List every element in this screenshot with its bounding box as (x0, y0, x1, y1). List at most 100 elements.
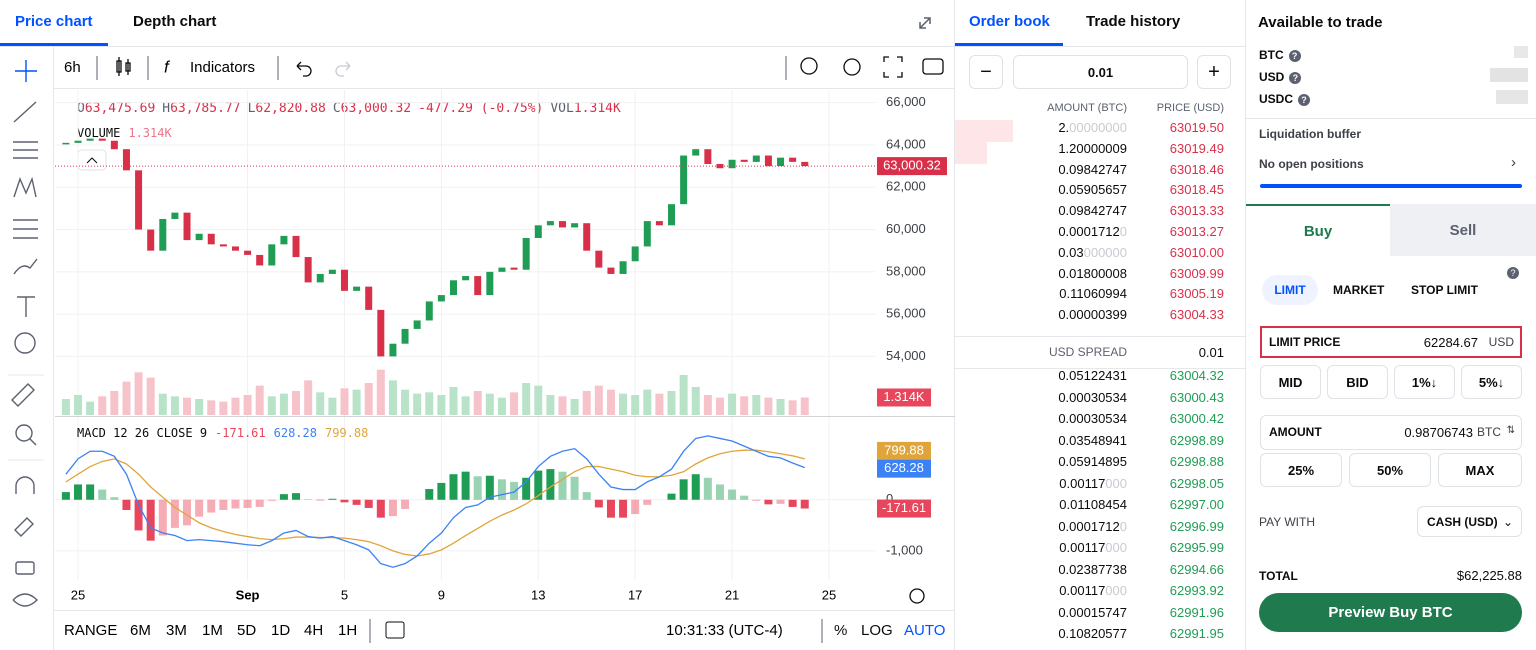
volume-bar (231, 397, 240, 415)
calendar-icon[interactable] (385, 621, 405, 639)
price: 63000.43 (1169, 389, 1224, 405)
collapse-button[interactable] (77, 149, 107, 171)
preset-button[interactable]: 5%↓ (1461, 365, 1522, 399)
volume-bar (267, 396, 276, 415)
preset-button[interactable]: BID (1327, 365, 1388, 399)
swap-icon[interactable]: ⇅ (1506, 425, 1515, 436)
amount-padding: 000 (1105, 540, 1127, 555)
submit-button[interactable]: Preview Buy BTC (1259, 593, 1522, 632)
candle (740, 159, 748, 162)
candle (316, 273, 324, 283)
volume-bar (776, 399, 785, 415)
fx-icon[interactable]: f (164, 57, 171, 76)
tab-trade-history[interactable]: Trade history (1086, 13, 1181, 30)
redo-icon[interactable] (335, 61, 351, 77)
clock: 10:31:33 (UTC-4) (666, 622, 783, 639)
expand-icon[interactable] (919, 17, 931, 29)
amount-padding: 000000 (1083, 244, 1127, 260)
chevron[interactable]: › (1511, 154, 1516, 171)
volume-bar (679, 375, 688, 415)
settings-icon[interactable] (843, 58, 861, 76)
price: 62998.88 (1169, 454, 1224, 469)
step-decrease[interactable]: − (969, 55, 1003, 89)
order-type[interactable]: STOP LIMIT (1411, 283, 1478, 297)
histogram-bar (606, 499, 615, 518)
help-icon[interactable]: ? (1289, 71, 1302, 84)
limit-price-input[interactable]: LIMIT PRICE 62284.67 USD (1260, 326, 1522, 358)
range-option[interactable]: 1D (271, 622, 290, 639)
price: 62997.00 (1169, 497, 1224, 512)
histogram-bar (219, 499, 228, 510)
price: 62991.95 (1169, 626, 1224, 641)
preset-button[interactable]: 25% (1260, 453, 1342, 487)
volume-bar (340, 388, 349, 415)
blurred-balance (1514, 46, 1528, 58)
indicators-button[interactable]: Indicators (190, 59, 255, 76)
range-option[interactable]: 1M (202, 622, 223, 639)
camera-icon[interactable] (922, 58, 944, 75)
order-row: 0.00000399 63004.33 (955, 305, 1245, 325)
candle (522, 238, 530, 270)
preset-button[interactable]: MAX (1438, 453, 1522, 487)
axis-settings-icon[interactable] (909, 588, 925, 604)
volume-bar (376, 369, 385, 415)
collapse-icon (86, 157, 98, 164)
order-book: Order book Trade history − 0.01 + AMOUNT… (955, 0, 1246, 650)
order-type[interactable]: MARKET (1333, 283, 1385, 297)
candle (704, 149, 712, 164)
positions-label[interactable]: No open positions (1259, 157, 1364, 171)
fullscreen-icon[interactable] (883, 56, 903, 78)
order-row: 0.00117000 62993.92 (955, 581, 1245, 601)
volume-bar (86, 401, 95, 415)
range-option[interactable]: 5D (237, 622, 256, 639)
range-option[interactable]: 4H (304, 622, 323, 639)
range-option[interactable]: 3M (166, 622, 187, 639)
compare-icon[interactable] (800, 57, 818, 75)
range-option[interactable]: 1H (338, 622, 357, 639)
tab-depth-chart[interactable]: Depth chart (133, 13, 216, 30)
tab-sell[interactable]: Sell (1390, 204, 1536, 256)
last-price-tag (877, 157, 947, 176)
amount-input[interactable]: AMOUNT 0.98706743 BTC ⇅ (1260, 415, 1522, 450)
step-value[interactable]: 0.01 (1013, 55, 1188, 89)
amount: 0.05914895 (1058, 452, 1127, 472)
undo-icon[interactable] (296, 61, 312, 77)
preset-button[interactable]: 50% (1349, 453, 1431, 487)
candle (389, 343, 397, 357)
histogram-bar (764, 499, 773, 505)
scale-option[interactable]: LOG (861, 622, 893, 639)
pay-with-select[interactable]: CASH (USD) ⌄ (1417, 506, 1522, 537)
total-label: TOTAL (1259, 569, 1298, 583)
candle (655, 221, 663, 226)
candle-type-icon[interactable] (116, 57, 131, 76)
histogram-bar (328, 498, 337, 500)
amount-digits: 0.02387738 (1058, 561, 1127, 577)
help-icon[interactable]: ? (1288, 49, 1301, 62)
amount-digits: 0.00030534 (1058, 411, 1127, 426)
step-increase[interactable]: + (1197, 55, 1231, 89)
histogram-bar (134, 499, 143, 531)
volume-bar (594, 385, 603, 415)
volume-bar (328, 397, 337, 415)
order-type[interactable]: LIMIT (1262, 275, 1318, 305)
tab-buy[interactable]: Buy (1303, 222, 1333, 240)
scale-option[interactable]: % (834, 622, 847, 639)
candle (716, 164, 724, 169)
scale-option[interactable]: AUTO (904, 622, 945, 639)
drawing-tools[interactable] (11, 60, 38, 607)
preset-button[interactable]: 1%↓ (1394, 365, 1455, 399)
interval[interactable]: 6h (64, 59, 81, 76)
preset-button[interactable]: MID (1260, 365, 1321, 399)
histogram-bar (122, 499, 131, 510)
order-row: 1.20000009 63019.49 (955, 139, 1245, 159)
candle (377, 309, 385, 357)
help-icon[interactable]: ? (1298, 93, 1311, 106)
volume-bar (497, 397, 506, 415)
amount-digits: 0.0001712 (1058, 518, 1120, 534)
range-option[interactable]: 6M (130, 622, 151, 639)
tab-price-chart[interactable]: Price chart (15, 13, 93, 30)
candle (183, 212, 191, 241)
help-icon[interactable]: ? (1507, 267, 1519, 279)
tab-order-book[interactable]: Order book (969, 13, 1050, 30)
candle (643, 221, 651, 247)
